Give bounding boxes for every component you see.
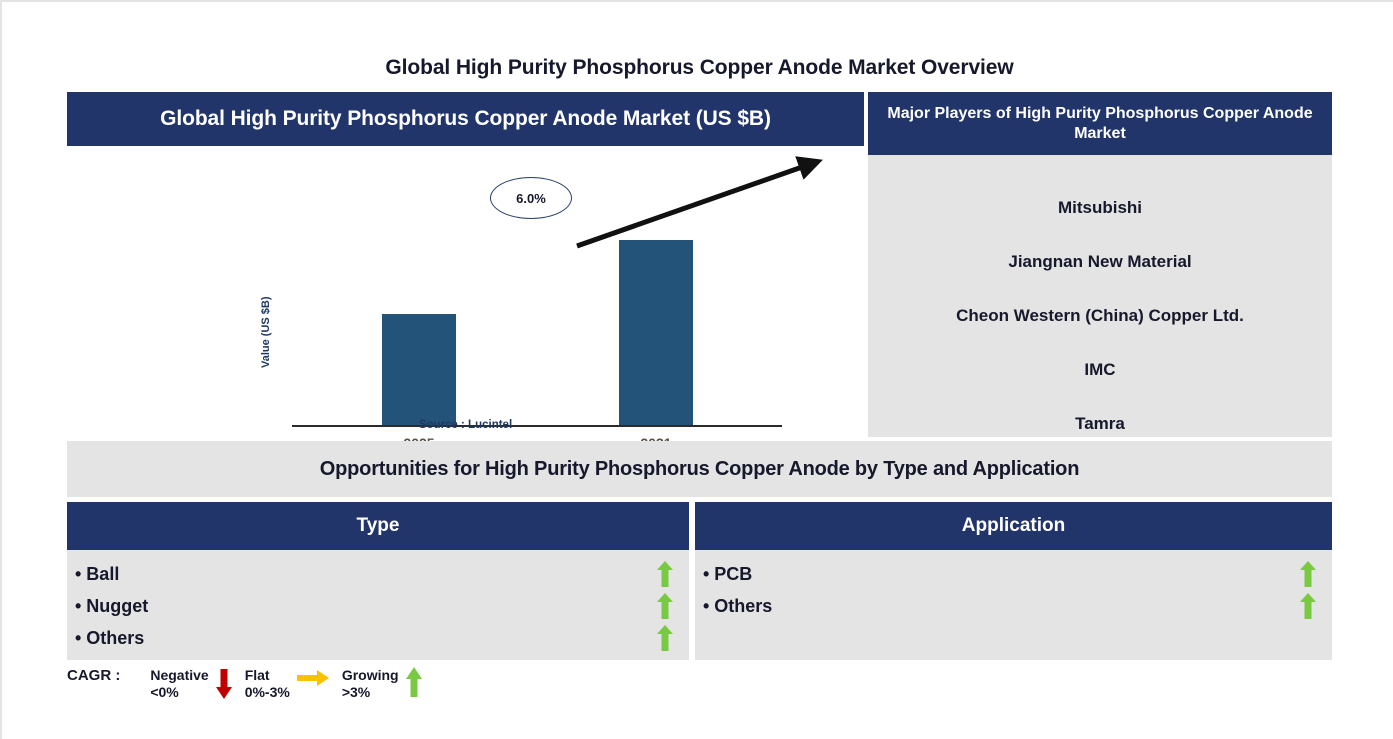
list-item-empty: [695, 622, 1332, 654]
legend-negative-range: <0%: [150, 684, 179, 700]
players-list: Mitsubishi Jiangnan New Material Cheon W…: [868, 155, 1332, 437]
up-arrow-icon: [1300, 561, 1316, 587]
legend-flat-range: 0%-3%: [244, 684, 290, 700]
list-item: Tamra: [1075, 414, 1125, 433]
bar-2025: [382, 314, 456, 425]
type-column: Type • Ball • Nugget • Others: [67, 502, 689, 660]
list-item: • Others: [67, 622, 689, 654]
legend-item-growing: Growing >3%: [342, 667, 429, 701]
right-arrow-icon: [296, 670, 329, 686]
type-item-label: • Others: [75, 627, 145, 648]
application-column-body: • PCB • Others: [695, 550, 1332, 660]
application-column: Application • PCB • Others: [695, 502, 1332, 660]
legend-flat-name: Flat: [244, 667, 270, 683]
up-arrow-icon: [657, 561, 673, 587]
type-column-body: • Ball • Nugget • Others: [67, 550, 689, 660]
legend-flat-text: Flat 0%-3%: [245, 667, 290, 701]
legend-item-negative: Negative <0%: [150, 667, 238, 701]
bar-2031: [619, 240, 693, 425]
type-item-label: • Nugget: [75, 595, 149, 616]
list-item: • PCB: [695, 558, 1332, 590]
chart-bars-container: 2025 2031 6.0%: [227, 146, 823, 451]
application-item-label: • PCB: [703, 563, 753, 584]
up-arrow-icon: [405, 667, 422, 697]
list-item: IMC: [1084, 360, 1116, 379]
list-item: Mitsubishi: [1057, 198, 1143, 217]
up-arrow-icon: [657, 593, 673, 619]
legend-growing-text: Growing >3%: [342, 667, 399, 701]
up-arrow-icon: [657, 625, 673, 651]
chart-x-axis-line: [292, 425, 782, 427]
legend-negative-text: Negative <0%: [150, 667, 208, 701]
legend-growing-range: >3%: [341, 684, 371, 700]
application-column-header: Application: [695, 502, 1332, 550]
cagr-legend-title: CAGR :: [67, 667, 121, 684]
major-players-panel: Major Players of High Purity Phosphorus …: [868, 92, 1332, 437]
legend-negative-name: Negative: [150, 667, 209, 683]
down-arrow-icon: [215, 669, 232, 699]
cagr-bubble: 6.0%: [490, 177, 572, 219]
chart-plot-area: Value (US $B) 2025 2031 6.0%: [67, 146, 864, 451]
cagr-legend: CAGR : Negative <0% Flat 0%-3% Growing >…: [67, 667, 667, 713]
type-item-label: • Ball: [75, 563, 120, 584]
list-item: • Others: [695, 590, 1332, 622]
chart-panel-header: Global High Purity Phosphorus Copper Ano…: [67, 92, 864, 146]
page-title: Global High Purity Phosphorus Copper Ano…: [385, 56, 1014, 79]
market-chart-panel: Global High Purity Phosphorus Copper Ano…: [67, 92, 864, 451]
list-item: Cheon Western (China) Copper Ltd.: [956, 306, 1244, 325]
legend-growing-name: Growing: [341, 667, 399, 683]
opportunities-band-title: Opportunities for High Purity Phosphorus…: [67, 441, 1332, 497]
chart-source-label: Source : Lucintel: [418, 419, 513, 431]
players-panel-header: Major Players of High Purity Phosphorus …: [868, 92, 1332, 155]
type-column-header: Type: [67, 502, 689, 550]
legend-item-flat: Flat 0%-3%: [245, 667, 336, 701]
up-arrow-icon: [1300, 593, 1316, 619]
list-item: • Ball: [67, 558, 689, 590]
list-item: Jiangnan New Material: [1008, 252, 1192, 271]
application-item-label: • Others: [703, 595, 773, 616]
list-item: • Nugget: [67, 590, 689, 622]
